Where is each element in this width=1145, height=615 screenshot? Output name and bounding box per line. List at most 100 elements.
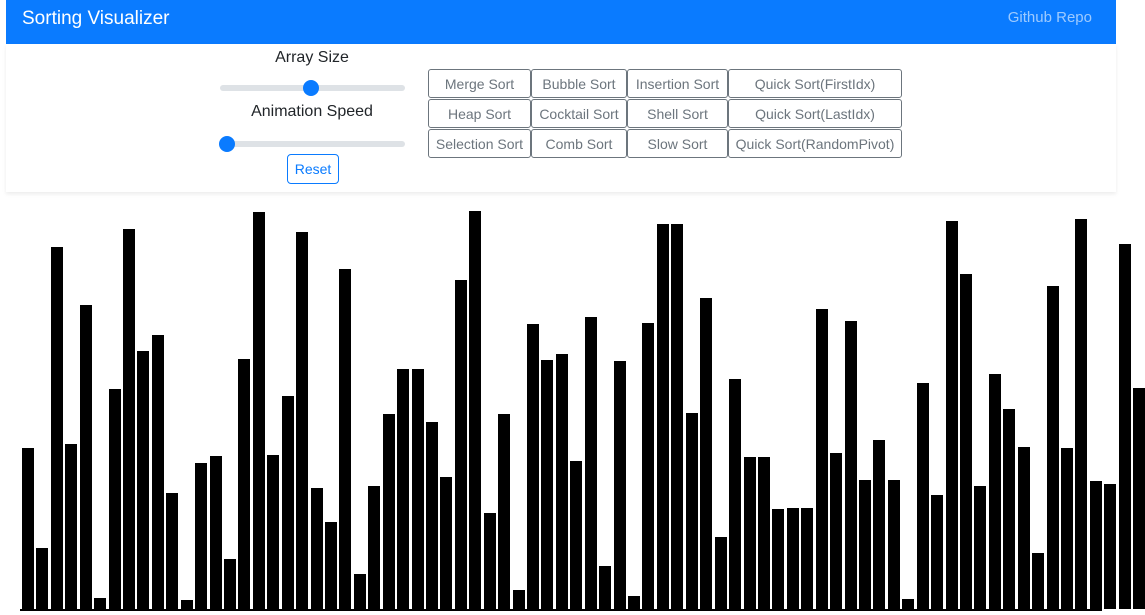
algo-button-quick-sort-randompivot[interactable]: Quick Sort(RandomPivot) [728, 129, 902, 158]
array-bar [166, 493, 179, 609]
array-bar [1075, 219, 1088, 609]
array-bar [786, 508, 799, 609]
array-bar [50, 247, 63, 609]
array-bar [209, 456, 222, 609]
array-bar [902, 599, 915, 609]
reset-button[interactable]: Reset [287, 154, 339, 184]
animation-speed-slider-thumb[interactable] [219, 136, 236, 152]
array-bar [700, 298, 713, 609]
array-bar [1133, 388, 1145, 609]
array-bar [137, 351, 150, 609]
array-bar [974, 486, 987, 609]
array-bar [454, 280, 467, 609]
array-bar [931, 495, 944, 609]
array-bar [801, 508, 814, 609]
array-bar [281, 396, 294, 609]
array-bar [844, 321, 857, 609]
array-bar [959, 274, 972, 609]
animation-speed-label: Animation Speed [251, 103, 373, 120]
array-bar [873, 440, 886, 609]
algo-button-comb-sort[interactable]: Comb Sort [531, 129, 627, 158]
array-bar [123, 229, 135, 609]
array-bar [757, 457, 770, 609]
array-bar [296, 232, 309, 609]
array-bar [22, 448, 34, 609]
array-bar [1089, 481, 1102, 609]
array-bar [339, 269, 352, 609]
animation-speed-slider[interactable] [219, 136, 405, 152]
array-bar [353, 574, 366, 609]
array-size-label: Array Size [275, 49, 349, 66]
algo-button-quick-sort-firstidx[interactable]: Quick Sort(FirstIdx) [728, 69, 902, 98]
algo-button-bubble-sort[interactable]: Bubble Sort [531, 69, 627, 98]
control-panel: Array Size Animation Speed Reset Merge S… [6, 44, 1116, 192]
array-bar [469, 211, 482, 609]
array-bar [65, 444, 78, 609]
array-bar [714, 537, 727, 609]
array-bar [772, 509, 785, 609]
array-bar [397, 369, 410, 609]
algo-button-cocktail-sort[interactable]: Cocktail Sort [531, 99, 627, 128]
array-bar [36, 548, 49, 609]
navbar: Sorting Visualizer Github Repo [6, 0, 1116, 44]
bars-baseline [20, 609, 1102, 611]
array-bar [512, 590, 525, 609]
array-bar [411, 369, 424, 609]
array-bar [151, 335, 164, 609]
array-bar [858, 480, 871, 609]
array-bar [498, 414, 511, 609]
algo-button-heap-sort[interactable]: Heap Sort [428, 99, 531, 128]
array-bar [108, 389, 121, 609]
array-bar [541, 360, 554, 609]
array-bar [642, 323, 655, 609]
array-bar [1104, 484, 1117, 609]
array-bars [0, 195, 1145, 609]
array-bar [483, 513, 496, 609]
array-bar [224, 559, 237, 609]
array-bar [656, 224, 669, 609]
array-bar [729, 379, 742, 609]
algo-button-selection-sort[interactable]: Selection Sort [428, 129, 531, 158]
array-bar [325, 522, 338, 609]
array-bar [94, 598, 107, 609]
array-bar [815, 309, 828, 609]
array-bar [570, 461, 583, 609]
array-bar [830, 453, 843, 609]
array-size-slider-thumb[interactable] [302, 80, 319, 96]
array-bar [426, 422, 439, 609]
array-bar [685, 413, 698, 609]
array-size-slider[interactable] [220, 80, 405, 96]
array-bar [599, 566, 612, 609]
array-bar [195, 463, 208, 609]
array-bar [1060, 448, 1073, 609]
array-bar [628, 596, 641, 609]
array-bar [440, 477, 453, 609]
array-bar [887, 480, 900, 609]
array-bar [79, 305, 92, 609]
array-bar [945, 221, 958, 609]
array-bar [671, 224, 684, 609]
array-bar [743, 457, 756, 609]
github-repo-link[interactable]: Github Repo [1007, 9, 1092, 26]
array-bar [988, 374, 1001, 609]
algo-button-slow-sort[interactable]: Slow Sort [627, 129, 728, 158]
algo-button-merge-sort[interactable]: Merge Sort [428, 69, 531, 98]
brand-title[interactable]: Sorting Visualizer [22, 8, 170, 29]
array-bar [613, 361, 626, 609]
array-bar [1118, 244, 1131, 609]
array-bar [1032, 553, 1045, 609]
array-bar [180, 600, 193, 609]
array-bar [527, 324, 540, 609]
array-bar [310, 488, 323, 609]
algo-button-insertion-sort[interactable]: Insertion Sort [627, 69, 728, 98]
array-bar [584, 317, 597, 609]
array-bar [1046, 286, 1059, 609]
array-bar [1003, 409, 1016, 609]
array-bar [1017, 447, 1030, 609]
array-bar [267, 455, 280, 609]
algo-button-quick-sort-lastidx[interactable]: Quick Sort(LastIdx) [728, 99, 902, 128]
algo-button-shell-sort[interactable]: Shell Sort [627, 99, 728, 128]
array-bar [555, 354, 568, 609]
array-bar [368, 486, 381, 609]
array-bar [238, 359, 251, 609]
